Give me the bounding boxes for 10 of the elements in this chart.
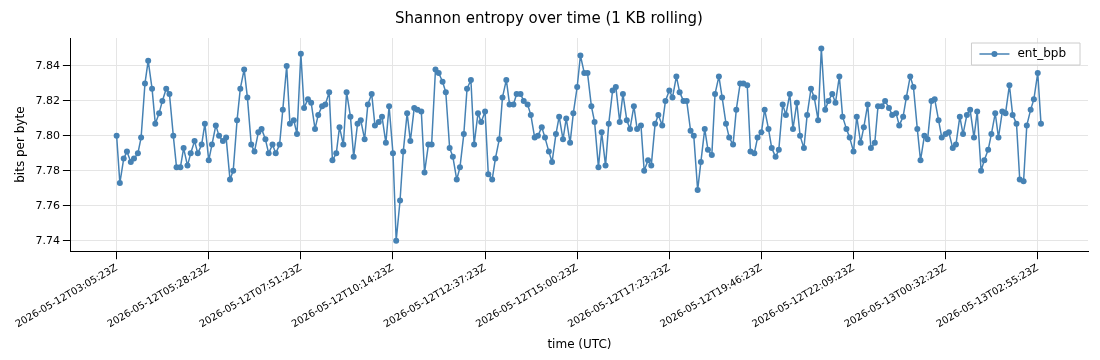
y-tick-label: 7.78	[35, 163, 60, 177]
y-tick-label: 7.76	[35, 198, 60, 212]
x-axis-title: time (UTC)	[547, 336, 612, 351]
y-axis-title: bits per byte	[13, 106, 28, 183]
y-tick-label: 7.82	[35, 93, 60, 107]
y-tick-label: 7.74	[35, 233, 60, 247]
chart-title: Shannon entropy over time (1 KB rolling)	[395, 8, 703, 27]
y-tick-label: 7.80	[35, 128, 60, 142]
y-tick-label: 7.84	[35, 58, 60, 72]
legend-label: ent_bpb	[1017, 46, 1066, 61]
